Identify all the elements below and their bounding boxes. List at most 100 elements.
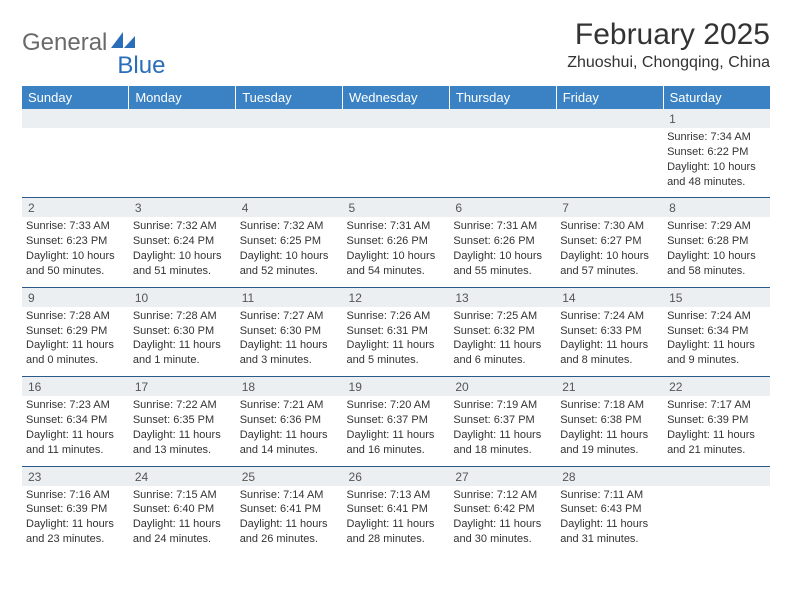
day-detail-line: Sunrise: 7:22 AM [133, 398, 232, 413]
day-detail-line: Daylight: 10 hours and 50 minutes. [26, 249, 125, 279]
day-detail-line: Sunrise: 7:26 AM [347, 309, 446, 324]
day-detail-line: Sunrise: 7:13 AM [347, 488, 446, 503]
day-number: 9 [22, 287, 129, 307]
day-detail-line: Daylight: 11 hours and 24 minutes. [133, 517, 232, 547]
day-cell: Sunrise: 7:29 AMSunset: 6:28 PMDaylight:… [663, 217, 770, 287]
day-cell: Sunrise: 7:32 AMSunset: 6:24 PMDaylight:… [129, 217, 236, 287]
day-detail-line: Daylight: 10 hours and 57 minutes. [560, 249, 659, 279]
day-cell: Sunrise: 7:34 AMSunset: 6:22 PMDaylight:… [663, 128, 770, 198]
day-cell: Sunrise: 7:25 AMSunset: 6:32 PMDaylight:… [449, 307, 556, 377]
day-detail-line: Sunrise: 7:31 AM [453, 219, 552, 234]
day-detail-line: Sunset: 6:39 PM [26, 502, 125, 517]
day-detail-line: Daylight: 11 hours and 14 minutes. [240, 428, 339, 458]
day-number: 22 [663, 377, 770, 397]
day-detail-line: Daylight: 11 hours and 5 minutes. [347, 338, 446, 368]
day-cell: Sunrise: 7:12 AMSunset: 6:42 PMDaylight:… [449, 486, 556, 555]
logo-text-blue: Blue [117, 52, 165, 80]
month-title: February 2025 [567, 18, 770, 52]
day-cell [663, 486, 770, 555]
day-cell: Sunrise: 7:30 AMSunset: 6:27 PMDaylight:… [556, 217, 663, 287]
day-detail-line: Sunset: 6:30 PM [133, 324, 232, 339]
day-cell: Sunrise: 7:19 AMSunset: 6:37 PMDaylight:… [449, 396, 556, 466]
day-detail-line: Sunrise: 7:17 AM [667, 398, 766, 413]
day-detail-line: Sunset: 6:29 PM [26, 324, 125, 339]
day-detail-line: Daylight: 11 hours and 30 minutes. [453, 517, 552, 547]
day-number: 11 [236, 287, 343, 307]
day-detail-line: Daylight: 11 hours and 16 minutes. [347, 428, 446, 458]
day-detail-line: Daylight: 11 hours and 1 minute. [133, 338, 232, 368]
day-header: Friday [556, 86, 663, 109]
day-header: Thursday [449, 86, 556, 109]
day-detail-line: Sunset: 6:34 PM [26, 413, 125, 428]
day-cell: Sunrise: 7:21 AMSunset: 6:36 PMDaylight:… [236, 396, 343, 466]
day-detail-line: Sunset: 6:25 PM [240, 234, 339, 249]
day-detail-line: Sunset: 6:37 PM [347, 413, 446, 428]
day-detail-line: Sunrise: 7:25 AM [453, 309, 552, 324]
day-detail-line: Sunset: 6:26 PM [347, 234, 446, 249]
day-number-row: 1 [22, 109, 770, 128]
day-detail-line: Sunrise: 7:33 AM [26, 219, 125, 234]
day-cell: Sunrise: 7:13 AMSunset: 6:41 PMDaylight:… [343, 486, 450, 555]
day-detail-line: Sunset: 6:24 PM [133, 234, 232, 249]
day-detail-line: Daylight: 10 hours and 51 minutes. [133, 249, 232, 279]
day-number: 28 [556, 466, 663, 486]
day-number: 12 [343, 287, 450, 307]
day-cell: Sunrise: 7:16 AMSunset: 6:39 PMDaylight:… [22, 486, 129, 555]
day-cell: Sunrise: 7:31 AMSunset: 6:26 PMDaylight:… [449, 217, 556, 287]
day-detail-line: Sunset: 6:41 PM [240, 502, 339, 517]
day-detail-line: Sunrise: 7:28 AM [26, 309, 125, 324]
day-header: Sunday [22, 86, 129, 109]
day-header: Tuesday [236, 86, 343, 109]
week-content-row: Sunrise: 7:28 AMSunset: 6:29 PMDaylight:… [22, 307, 770, 377]
day-number: 8 [663, 198, 770, 218]
day-detail-line: Sunrise: 7:12 AM [453, 488, 552, 503]
day-cell: Sunrise: 7:11 AMSunset: 6:43 PMDaylight:… [556, 486, 663, 555]
day-detail-line: Sunrise: 7:18 AM [560, 398, 659, 413]
day-number: 14 [556, 287, 663, 307]
day-cell: Sunrise: 7:24 AMSunset: 6:33 PMDaylight:… [556, 307, 663, 377]
day-detail-line: Sunset: 6:41 PM [347, 502, 446, 517]
day-detail-line: Sunrise: 7:30 AM [560, 219, 659, 234]
day-detail-line: Daylight: 10 hours and 52 minutes. [240, 249, 339, 279]
day-detail-line: Sunset: 6:39 PM [667, 413, 766, 428]
day-number: 7 [556, 198, 663, 218]
location: Zhuoshui, Chongqing, China [567, 54, 770, 72]
day-cell: Sunrise: 7:33 AMSunset: 6:23 PMDaylight:… [22, 217, 129, 287]
day-number: 16 [22, 377, 129, 397]
day-header: Wednesday [343, 86, 450, 109]
header: General Blue February 2025 Zhuoshui, Cho… [22, 18, 770, 72]
day-number [22, 109, 129, 128]
day-detail-line: Sunrise: 7:27 AM [240, 309, 339, 324]
day-number: 10 [129, 287, 236, 307]
day-detail-line: Daylight: 11 hours and 0 minutes. [26, 338, 125, 368]
day-number-row: 232425262728 [22, 466, 770, 486]
day-detail-line: Sunrise: 7:28 AM [133, 309, 232, 324]
calendar-table: Sunday Monday Tuesday Wednesday Thursday… [22, 86, 770, 555]
day-cell: Sunrise: 7:26 AMSunset: 6:31 PMDaylight:… [343, 307, 450, 377]
day-detail-line: Daylight: 11 hours and 11 minutes. [26, 428, 125, 458]
day-detail-line: Sunset: 6:42 PM [453, 502, 552, 517]
day-detail-line: Daylight: 11 hours and 19 minutes. [560, 428, 659, 458]
day-number: 4 [236, 198, 343, 218]
day-cell [22, 128, 129, 198]
day-detail-line: Sunset: 6:30 PM [240, 324, 339, 339]
day-detail-line: Sunrise: 7:23 AM [26, 398, 125, 413]
day-detail-line: Sunrise: 7:24 AM [667, 309, 766, 324]
day-number: 18 [236, 377, 343, 397]
day-detail-line: Sunrise: 7:24 AM [560, 309, 659, 324]
day-detail-line: Sunrise: 7:31 AM [347, 219, 446, 234]
day-detail-line: Daylight: 11 hours and 8 minutes. [560, 338, 659, 368]
day-number: 17 [129, 377, 236, 397]
day-detail-line: Daylight: 11 hours and 3 minutes. [240, 338, 339, 368]
day-number: 21 [556, 377, 663, 397]
day-number-row: 16171819202122 [22, 377, 770, 397]
day-number: 25 [236, 466, 343, 486]
day-number [343, 109, 450, 128]
day-detail-line: Sunrise: 7:32 AM [240, 219, 339, 234]
logo: General Blue [22, 18, 165, 68]
day-cell: Sunrise: 7:22 AMSunset: 6:35 PMDaylight:… [129, 396, 236, 466]
day-number: 13 [449, 287, 556, 307]
day-number: 3 [129, 198, 236, 218]
day-detail-line: Sunrise: 7:34 AM [667, 130, 766, 145]
day-number: 2 [22, 198, 129, 218]
